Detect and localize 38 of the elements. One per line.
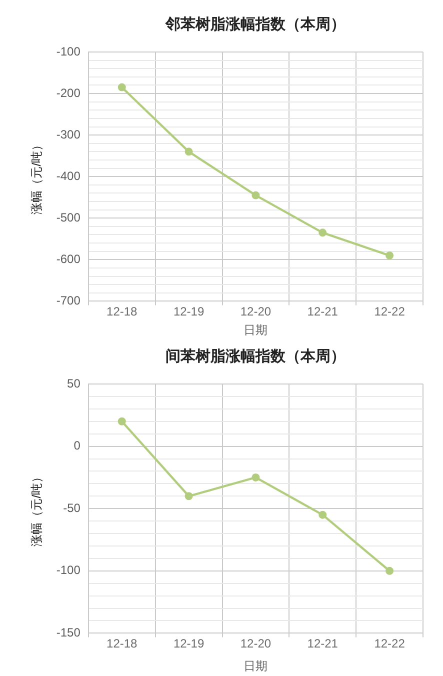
point: [318, 510, 327, 519]
y-tick-label: -50: [63, 500, 81, 515]
point: [386, 252, 394, 260]
y-tick-label: 0: [74, 438, 81, 453]
y-tick-label: -500: [56, 210, 81, 224]
x-tick-label: 12-20: [240, 636, 272, 651]
chart-title: 邻苯树脂涨幅指数（本周）: [164, 16, 346, 34]
x-tick-label: 12-20: [240, 304, 272, 319]
y-tick-label: 50: [67, 376, 81, 390]
y-tick-label: -100: [56, 563, 81, 578]
x-tick-label: 12-22: [374, 304, 406, 319]
y-tick-label: -600: [56, 252, 81, 266]
x-tick-label: 12-19: [173, 636, 204, 651]
x-tick-label: 12-21: [307, 304, 338, 319]
y-tick-label: -100: [56, 44, 81, 58]
point: [118, 417, 126, 426]
y-tick-label: -150: [56, 626, 81, 640]
x-axis-title: 日期: [244, 659, 268, 674]
y-tick-label: -300: [56, 127, 81, 142]
chart-title: 间苯树脂涨幅指数（本周）: [166, 348, 346, 366]
point: [318, 228, 327, 237]
y-tick-label: -200: [56, 86, 81, 100]
y-axis-title: 涨幅（元/吨）: [30, 138, 44, 214]
x-tick-label: 12-22: [374, 636, 406, 651]
point: [252, 191, 260, 200]
point: [118, 83, 126, 92]
y-axis-title: 涨幅（元/吨）: [30, 470, 44, 546]
x-tick-label: 12-18: [106, 304, 138, 319]
x-tick-label: 12-19: [173, 304, 204, 319]
x-axis-title: 日期: [244, 323, 268, 338]
x-tick-label: 12-21: [307, 636, 338, 651]
point: [184, 492, 193, 500]
x-tick-label: 12-18: [106, 636, 138, 651]
y-tick-label: -700: [56, 294, 81, 308]
point: [184, 148, 193, 156]
point: [252, 473, 260, 482]
y-tick-label: -400: [56, 168, 81, 183]
point: [386, 566, 394, 575]
